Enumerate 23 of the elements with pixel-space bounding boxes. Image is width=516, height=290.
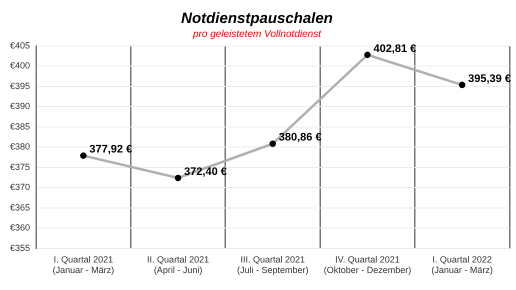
y-tick-label: €360: [10, 222, 30, 233]
chart-subtitle: pro geleistetem Vollnotdienst: [192, 28, 322, 40]
x-tick-label: III. Quartal 2021 (Juli - September): [236, 254, 309, 276]
data-label: 372,40 €: [184, 166, 227, 178]
data-label: 380,86 €: [278, 132, 322, 144]
x-tick-label: I. Quartal 2021 (Januar - März): [52, 254, 114, 276]
y-tick-label: €395: [10, 80, 30, 91]
y-tick-label: €400: [10, 60, 30, 71]
y-tick-label: €385: [10, 121, 30, 132]
data-label: 395,39 €: [468, 72, 511, 85]
y-tick-label: €390: [10, 101, 30, 112]
y-tick-label: €365: [10, 202, 30, 212]
y-tick-label: €355: [10, 242, 30, 253]
y-tick-label: €380: [10, 142, 30, 152]
data-label: 402,81 €: [373, 42, 416, 55]
x-tick-label: II. Quartal 2021 (April - Juni): [147, 254, 210, 276]
y-tick-label: €375: [10, 162, 30, 172]
x-tick-label: IV. Quartal 2021 (Oktober - Dezember): [324, 254, 412, 276]
y-tick-label: €370: [10, 182, 30, 192]
y-tick-label: €405: [10, 40, 30, 50]
chart-title: Notdienstpauschalen: [181, 10, 333, 28]
x-tick-label: I. Quartal 2022 (Januar - März): [431, 254, 493, 276]
data-label: 377,92 €: [89, 144, 132, 156]
